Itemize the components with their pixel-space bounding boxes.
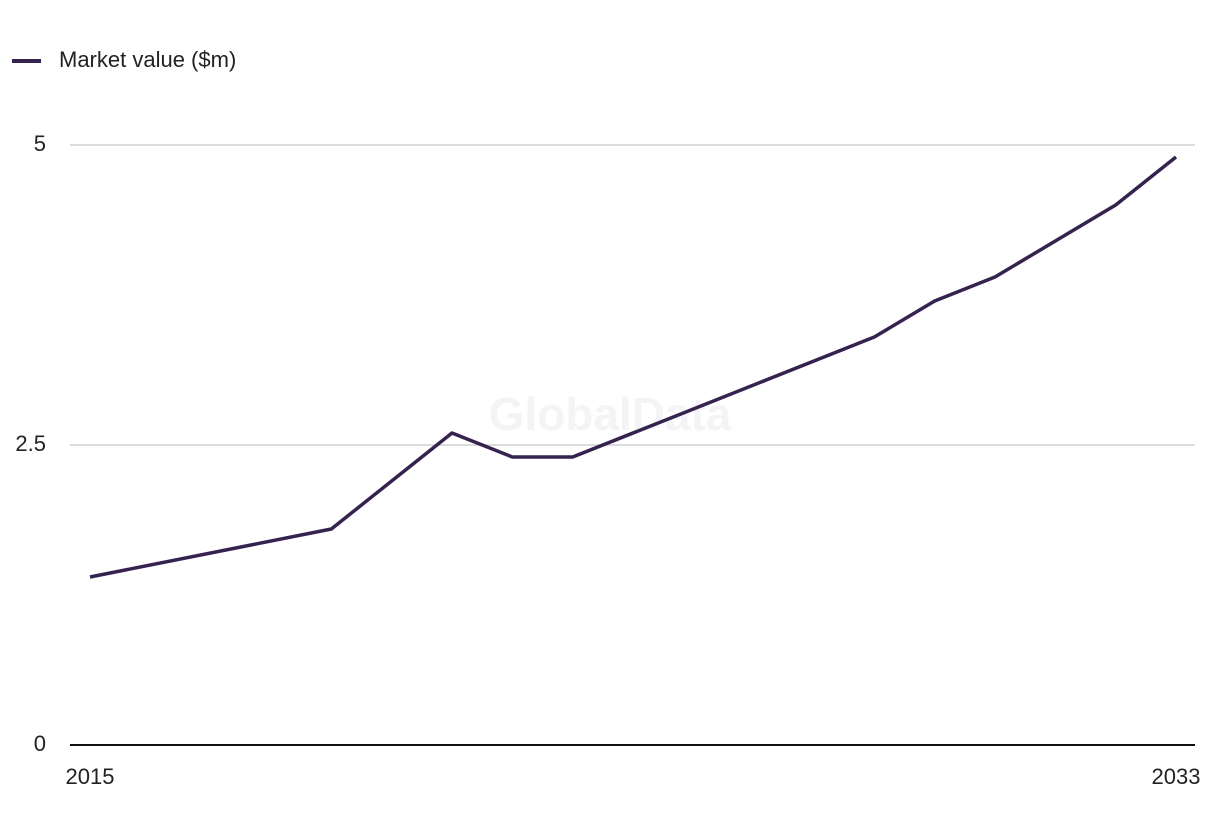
y-tick-label: 5 xyxy=(34,131,46,156)
watermark: GlobalData xyxy=(489,388,732,440)
series-line xyxy=(89,155,1178,579)
x-tick-label: 2015 xyxy=(66,764,115,789)
y-tick-label: 0 xyxy=(34,731,46,756)
y-tick-label: 2.5 xyxy=(15,431,46,456)
legend-label: Market value ($m) xyxy=(59,47,236,72)
x-tick-label: 2033 xyxy=(1152,764,1201,789)
